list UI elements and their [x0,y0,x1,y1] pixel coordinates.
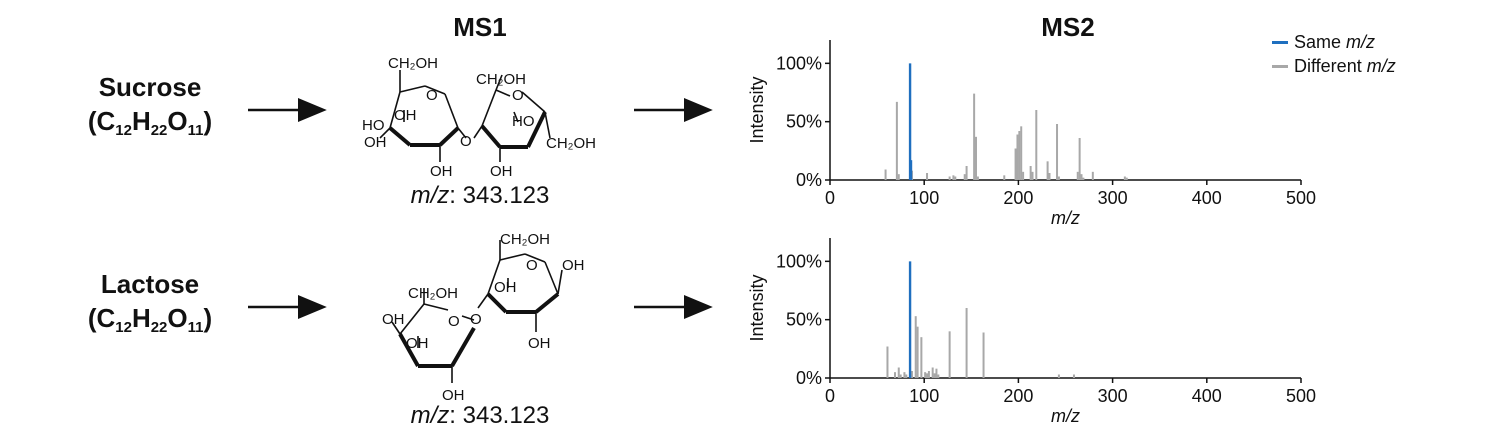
x-axis-label: m/z [1051,208,1080,228]
structure-label: CH₂OH [500,231,550,248]
compound-name: Sucrose [98,72,202,102]
structure-label: OH [382,311,405,328]
x-tick-label: 400 [1192,188,1222,208]
y-tick-label: 0% [796,368,822,388]
structure-label: OH [562,257,585,274]
y-tick-label: 50% [786,112,822,132]
mz-label-lactose: m/z: 343.123 [410,402,550,429]
ms2-spectrum-lactose: 0% 50% 100% 0 100 200 300 400 500 m/z Intensity [747,238,1316,426]
x-tick-label: 0 [825,188,835,208]
x-tick-label: 500 [1286,188,1316,208]
structure-label: O [460,133,472,150]
structure-label: OH [364,134,387,151]
x-axis-label: m/z [1051,406,1080,426]
legend-swatch-same [1272,40,1288,44]
structure-label: CH₂OH [388,55,438,72]
legend-label-different: Different m/z [1294,56,1396,76]
x-tick-label: 100 [909,386,939,406]
sucrose-structure: CH₂OH O OH HO OH OH O CH₂OH O HO CH₂OH O… [362,55,596,180]
y-tick-label: 100% [776,251,822,271]
ms2-header: MS2 [1041,12,1095,42]
legend-item-same: Same m/z [1272,30,1396,54]
lactose-structure: CH₂OH O OH OH OH CH₂OH OH OH O OH O [382,231,585,404]
y-tick-label: 50% [786,310,822,330]
compound-name: Lactose [100,269,200,299]
structure-label: OH [494,279,517,296]
y-axis-label: Intensity [747,274,767,341]
structure-label: O [448,313,460,330]
compound-label-sucrose: Sucrose (C12H22O11) [50,70,250,138]
x-tick-label: 500 [1286,386,1316,406]
structure-label: HO [362,117,385,134]
mz-label-sucrose: m/z: 343.123 [410,182,550,209]
structure-label: O [526,257,538,274]
legend-label-same: Same m/z [1294,32,1376,52]
structure-label: OH [406,335,429,352]
structure-label: OH [528,335,551,352]
molecular-formula: (C12H22O11) [87,303,213,336]
structure-label: CH₂OH [476,71,526,88]
y-axis-label: Intensity [747,76,767,143]
structure-label: OH [430,163,453,180]
ms1-header: MS1 [453,12,507,42]
legend-swatch-different [1272,64,1288,68]
x-tick-label: 200 [1003,188,1033,208]
structure-label: O [512,87,524,104]
chart-legend: Same m/z Different m/z [1272,30,1396,78]
structure-label: OH [490,163,513,180]
y-tick-label: 100% [776,53,822,73]
x-tick-label: 100 [909,188,939,208]
structure-label: CH₂OH [546,135,596,152]
y-tick-label: 0% [796,170,822,190]
molecular-formula: (C12H22O11) [87,106,213,139]
structure-label: CH₂OH [408,285,458,302]
x-tick-label: 0 [825,386,835,406]
x-tick-label: 400 [1192,386,1222,406]
structure-label: O [426,87,438,104]
x-tick-label: 300 [1098,386,1128,406]
structure-label: O [470,311,482,328]
ms2-spectrum-sucrose: 0% 50% 100% 0 100 200 300 400 500 m/z Intensity [747,40,1316,228]
structure-label: OH [442,387,465,404]
legend-item-different: Different m/z [1272,54,1396,78]
x-tick-label: 300 [1098,188,1128,208]
x-tick-label: 200 [1003,386,1033,406]
compound-label-lactose: Lactose (C12H22O11) [50,267,250,335]
structure-label: HO [512,113,535,130]
structure-label: OH [394,107,417,124]
